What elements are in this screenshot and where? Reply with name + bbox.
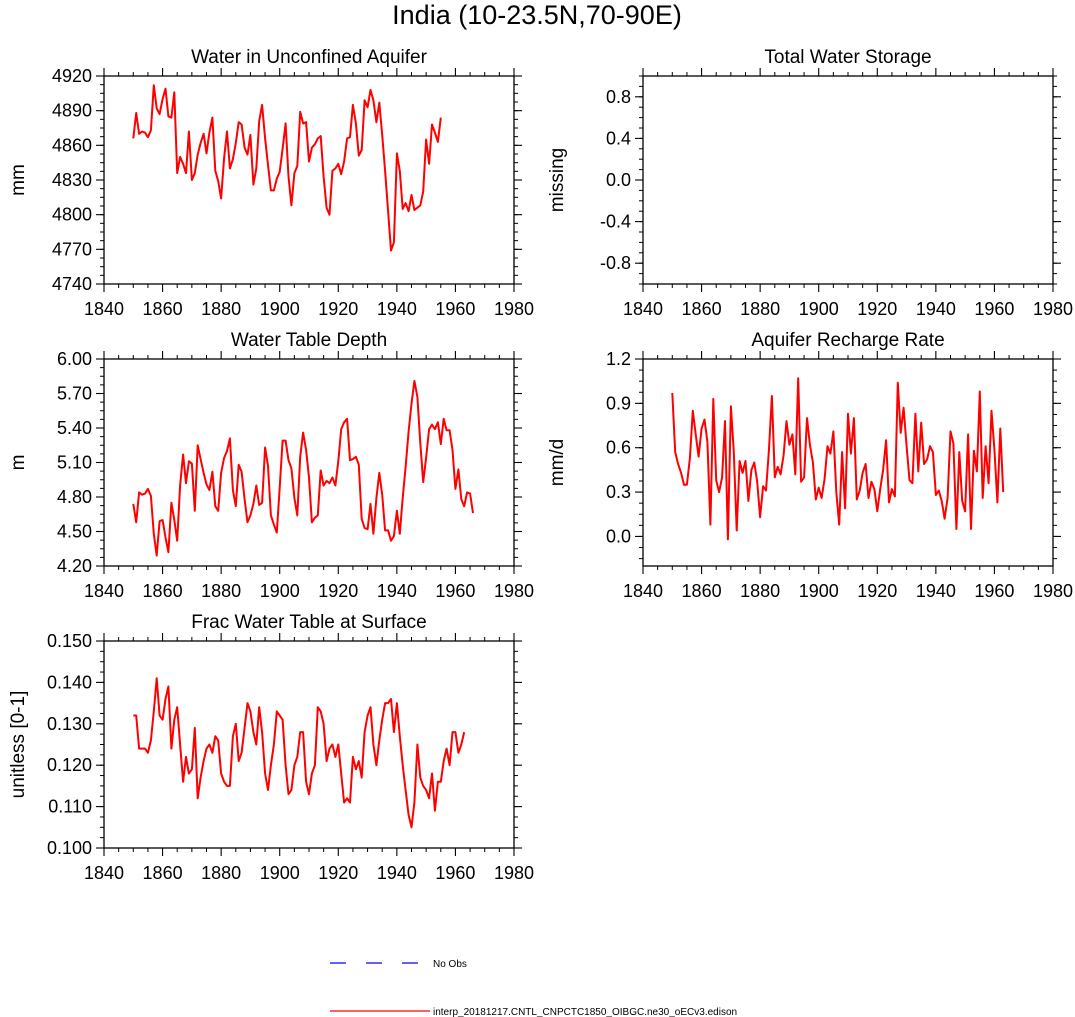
x-tick-label: 1900 (260, 581, 300, 601)
series-line (671, 377, 1005, 541)
y-tick-label: 4920 (52, 66, 92, 86)
y-tick-label: 4.50 (57, 522, 92, 542)
x-tick-label: 1900 (260, 299, 300, 319)
y-tick-label: 4800 (52, 205, 92, 225)
series-line (133, 677, 466, 829)
y-tick-label: 4740 (52, 274, 92, 294)
y-tick-label: 4890 (52, 101, 92, 121)
x-tick-label: 1920 (857, 581, 897, 601)
x-tick-label: 1980 (1033, 581, 1073, 601)
y-axis-label: mm (8, 164, 29, 196)
x-tick-label: 1960 (435, 299, 475, 319)
y-tick-label: 0.100 (47, 838, 92, 858)
x-tick-label: 1920 (318, 581, 358, 601)
y-axis-label: mm/d (547, 439, 568, 487)
x-tick-label: 1880 (201, 581, 241, 601)
y-tick-label: 0.140 (47, 672, 92, 692)
x-tick-label: 1960 (974, 299, 1014, 319)
y-tick-label: -0.4 (600, 212, 631, 232)
x-tick-label: 1840 (623, 299, 663, 319)
y-tick-label: 4.80 (57, 487, 92, 507)
x-tick-label: 1920 (857, 299, 897, 319)
x-tick-label: 1980 (494, 581, 534, 601)
y-tick-label: 4830 (52, 170, 92, 190)
y-axis-label: m (8, 455, 29, 471)
y-tick-label: 1.2 (606, 349, 631, 369)
x-tick-label: 1880 (740, 581, 780, 601)
y-tick-label: 4860 (52, 135, 92, 155)
y-tick-label: 0.4 (606, 128, 631, 148)
y-tick-label: 6.00 (57, 349, 92, 369)
y-tick-label: 0.150 (47, 631, 92, 651)
chart-panel-1: Water in Unconfined Aquifer 1840 1860 1880 1… (8, 47, 534, 319)
chart-panels: Water in Unconfined Aquifer 1840 1860 1880 1… (8, 47, 1073, 883)
x-tick-label: 1940 (916, 581, 956, 601)
x-tick-label: 1860 (682, 581, 722, 601)
x-tick-label: 1840 (84, 299, 124, 319)
y-tick-label: 5.70 (57, 384, 92, 404)
chart-title: Water in Unconfined Aquifer (191, 47, 428, 68)
y-tick-label: 0.6 (606, 438, 631, 458)
plot-frame (642, 358, 1054, 567)
x-tick-label: 1860 (143, 863, 183, 883)
x-tick-label: 1860 (143, 299, 183, 319)
x-tick-label: 1940 (916, 299, 956, 319)
y-tick-label: 4.20 (57, 556, 92, 576)
chart-panel-3: Water Table Depth 1840 1860 1880 1900 1920 194… (8, 330, 534, 601)
x-tick-label: 1960 (435, 581, 475, 601)
x-tick-label: 1860 (682, 299, 722, 319)
chart-panel-2: Total Water Storage 1840 1860 1880 1900 1920 1… (547, 47, 1073, 319)
chart-title: Aquifer Recharge Rate (751, 330, 944, 351)
x-tick-label: 1880 (740, 299, 780, 319)
plot-frame (642, 75, 1054, 285)
x-tick-label: 1980 (1033, 299, 1073, 319)
y-tick-label: 0.120 (47, 755, 92, 775)
series-line (132, 84, 442, 252)
x-tick-label: 1880 (201, 299, 241, 319)
x-tick-label: 1980 (494, 299, 534, 319)
x-tick-label: 1920 (318, 863, 358, 883)
legend-model-label: interp_20181217.CNTL_CNPCTC1850_OIBGC.ne… (433, 1007, 737, 1017)
x-tick-label: 1840 (84, 581, 124, 601)
chart-panel-4: Aquifer Recharge Rate 1840 1860 1880 1900 192… (547, 330, 1073, 601)
x-tick-label: 1940 (377, 299, 417, 319)
x-tick-label: 1860 (143, 581, 183, 601)
x-tick-label: 1940 (377, 581, 417, 601)
y-axis-label: missing (547, 148, 568, 212)
x-tick-label: 1940 (377, 863, 417, 883)
y-tick-label: 0.3 (606, 482, 631, 502)
y-tick-label: -0.8 (600, 253, 631, 273)
x-tick-label: 1960 (435, 863, 475, 883)
x-tick-label: 1900 (799, 581, 839, 601)
plot-frame (103, 75, 515, 285)
chart-panel-5: Frac Water Table at Surface 1840 1860 1880 1… (8, 612, 534, 883)
y-tick-label: 5.40 (57, 418, 92, 438)
figure-title: India (10-23.5N,70-90E) (392, 0, 682, 30)
y-tick-label: 0.9 (606, 393, 631, 413)
series-line (132, 379, 474, 557)
x-tick-label: 1980 (494, 863, 534, 883)
x-tick-label: 1900 (260, 863, 300, 883)
x-tick-label: 1900 (799, 299, 839, 319)
chart-title: Frac Water Table at Surface (191, 612, 427, 633)
y-tick-label: 0.0 (606, 170, 631, 190)
x-tick-label: 1840 (84, 863, 124, 883)
y-axis-label: unitless [0-1] (8, 691, 29, 799)
y-tick-label: 0.130 (47, 714, 92, 734)
x-tick-label: 1960 (974, 581, 1014, 601)
legend: No Obs interp_20181217.CNTL_CNPCTC1850_O… (330, 959, 737, 1017)
y-tick-label: 0.0 (606, 526, 631, 546)
y-tick-label: 5.10 (57, 453, 92, 473)
chart-title: Total Water Storage (764, 47, 931, 68)
x-tick-label: 1920 (318, 299, 358, 319)
y-tick-label: 4770 (52, 239, 92, 259)
y-tick-label: 0.110 (48, 797, 92, 817)
x-tick-label: 1840 (623, 581, 663, 601)
x-tick-label: 1880 (201, 863, 241, 883)
plot-frame (103, 640, 515, 849)
y-tick-label: 0.8 (606, 87, 631, 107)
legend-obs-label: No Obs (433, 959, 467, 970)
chart-title: Water Table Depth (231, 330, 387, 351)
